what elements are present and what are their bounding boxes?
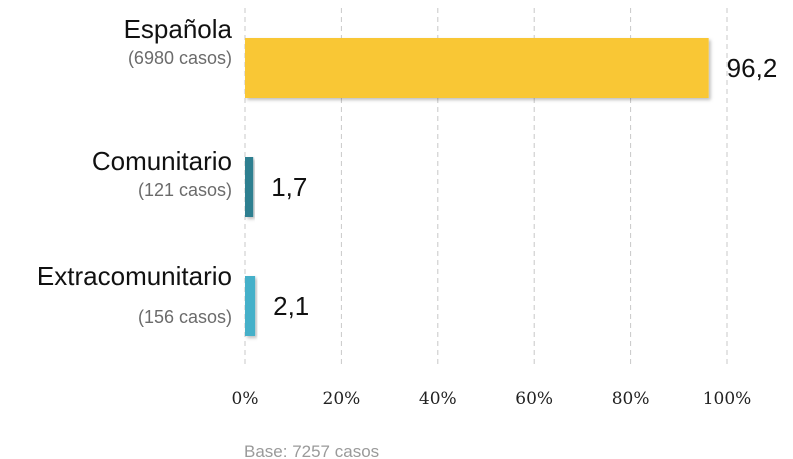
value-label-comunitario: 1,7 [271, 172, 307, 202]
bars: 96,2 1,7 2,1 [245, 38, 777, 336]
x-tick-label-100: 100% [703, 389, 752, 409]
x-tick-label-0: 0% [232, 389, 259, 409]
category-count-española: (6980 casos) [128, 48, 232, 68]
value-label-española: 96,2 [727, 53, 778, 83]
category-labels: Española (6980 casos) Comunitario (121 caso… [37, 14, 233, 327]
x-axis-ticks: 0% 20% 40% 60% 80% 100% [232, 389, 752, 409]
bar-comunitario [245, 157, 254, 217]
category-label-española: Española [124, 14, 233, 44]
base-note: Base: 7257 casos [244, 442, 379, 459]
category-count-extracomunitario: (156 casos) [138, 307, 232, 327]
x-tick-label-80: 80% [612, 389, 650, 409]
gridlines [340, 8, 728, 368]
x-tick-label-20: 20% [323, 389, 361, 409]
category-label-comunitario: Comunitario [92, 146, 232, 176]
bar-extracomunitario [245, 276, 256, 336]
category-label-extracomunitario: Extracomunitario [37, 261, 232, 291]
x-tick-label-60: 60% [515, 389, 553, 409]
value-label-extracomunitario: 2,1 [273, 291, 309, 321]
category-count-comunitario: (121 casos) [138, 180, 232, 200]
bar-española [245, 38, 709, 98]
x-tick-label-40: 40% [419, 389, 457, 409]
